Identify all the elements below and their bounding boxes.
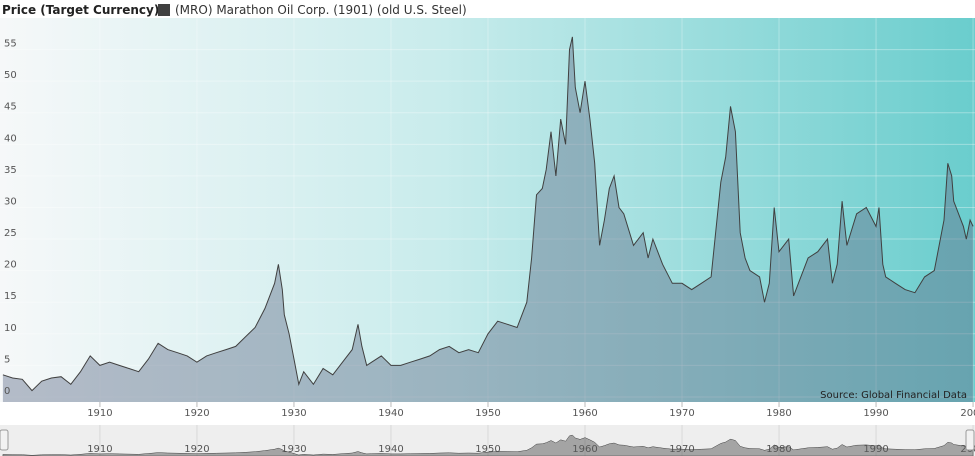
navigator-tick-label: 1910 xyxy=(87,444,112,455)
y-tick-label: 30 xyxy=(4,196,17,207)
y-tick-label: 5 xyxy=(4,354,10,365)
x-tick-label: 1990 xyxy=(863,408,888,419)
y-tick-label: 55 xyxy=(4,39,17,50)
y-tick-label: 45 xyxy=(4,102,17,113)
y-tick-label: 25 xyxy=(4,228,17,239)
y-tick-label: 40 xyxy=(4,133,17,144)
y-tick-label: 20 xyxy=(4,260,17,271)
x-tick-label: 2000 xyxy=(960,408,975,419)
plot-background xyxy=(0,18,975,402)
legend-label[interactable]: (MRO) Marathon Oil Corp. (1901) (old U.S… xyxy=(175,3,467,17)
x-tick-label: 1930 xyxy=(281,408,306,419)
chart-title: Price (Target Currency) xyxy=(2,3,159,17)
y-tick-label: 15 xyxy=(4,291,17,302)
y-tick-label: 10 xyxy=(4,323,17,334)
area xyxy=(2,36,974,402)
y-tick-label: 0 xyxy=(4,386,10,397)
line xyxy=(2,36,974,392)
plot-area xyxy=(0,18,975,402)
navigator-tick-label: 1920 xyxy=(184,444,209,455)
x-tick-label: 1920 xyxy=(184,408,209,419)
navigator-area xyxy=(2,434,974,456)
x-tick-label: 1910 xyxy=(87,408,112,419)
navigator-handle[interactable] xyxy=(0,429,9,451)
source-note: Source: Global Financial Data xyxy=(820,390,967,401)
navigator-tick-label: 1950 xyxy=(475,444,500,455)
x-tick-label: 1960 xyxy=(572,408,597,419)
x-tick-label: 1970 xyxy=(669,408,694,419)
x-tick-label: 1980 xyxy=(766,408,791,419)
legend-swatch[interactable] xyxy=(158,4,170,16)
x-tick-label: 1940 xyxy=(378,408,403,419)
navigator-tick-label: 1940 xyxy=(378,444,403,455)
navigator: 1910192019301940195019601970198019902000 xyxy=(2,425,975,456)
navigator-tick-label: 1930 xyxy=(281,444,306,455)
y-tick-label: 50 xyxy=(4,70,17,81)
x-tick-label: 1950 xyxy=(475,408,500,419)
navigator-handle[interactable] xyxy=(965,429,975,451)
y-tick-label: 35 xyxy=(4,165,17,176)
